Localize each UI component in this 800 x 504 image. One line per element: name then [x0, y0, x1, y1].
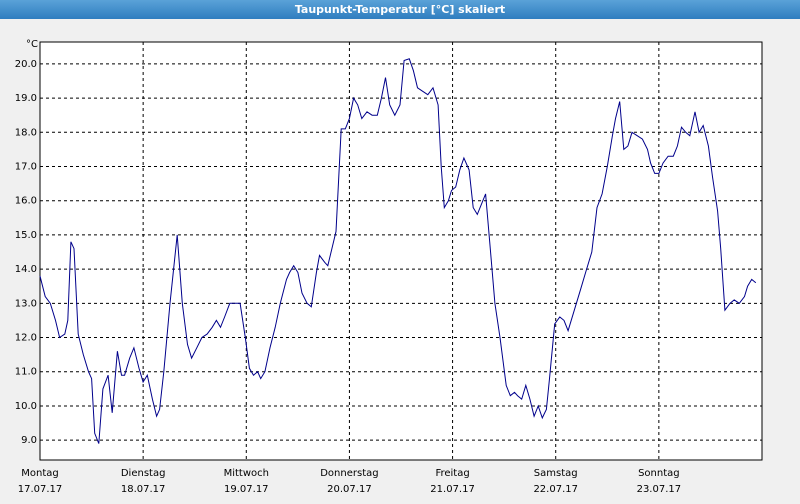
- x-tick-date: 21.07.17: [430, 484, 475, 495]
- x-tick-label: Freitag: [435, 468, 469, 479]
- y-tick-label: 17.0: [15, 162, 37, 173]
- x-tick-label: Donnerstag: [320, 468, 378, 479]
- y-tick-label: 20.0: [15, 59, 37, 70]
- x-tick-label: Samstag: [534, 468, 578, 479]
- x-tick-date: 17.07.17: [18, 484, 63, 495]
- x-tick-date: 22.07.17: [533, 484, 578, 495]
- y-tick-label: 15.0: [15, 230, 37, 241]
- plot-area: [39, 41, 763, 461]
- x-tick-label: Mittwoch: [224, 468, 269, 479]
- x-tick-label: Montag: [21, 468, 58, 479]
- chart-title: Taupunkt-Temperatur [°C] skaliert: [295, 3, 505, 16]
- x-tick-date: 19.07.17: [224, 484, 269, 495]
- title-bar: [0, 0, 800, 19]
- y-tick-label: 18.0: [15, 127, 37, 138]
- x-tick-date: 18.07.17: [121, 484, 166, 495]
- y-tick-label: 9.0: [21, 435, 37, 446]
- y-tick-label: 11.0: [15, 367, 37, 378]
- x-tick-label: Sonntag: [638, 468, 680, 479]
- y-tick-label: 12.0: [15, 333, 37, 344]
- y-tick-label: 14.0: [15, 264, 37, 275]
- y-tick-label: 16.0: [15, 196, 37, 207]
- y-tick-label: 13.0: [15, 298, 37, 309]
- data-line: [39, 58, 757, 444]
- x-tick-date: 20.07.17: [327, 484, 372, 495]
- y-tick-label: 19.0: [15, 93, 37, 104]
- x-tick-date: 23.07.17: [637, 484, 682, 495]
- y-unit: °C: [26, 39, 38, 50]
- x-tick-label: Dienstag: [121, 468, 166, 479]
- y-tick-label: 10.0: [15, 401, 37, 412]
